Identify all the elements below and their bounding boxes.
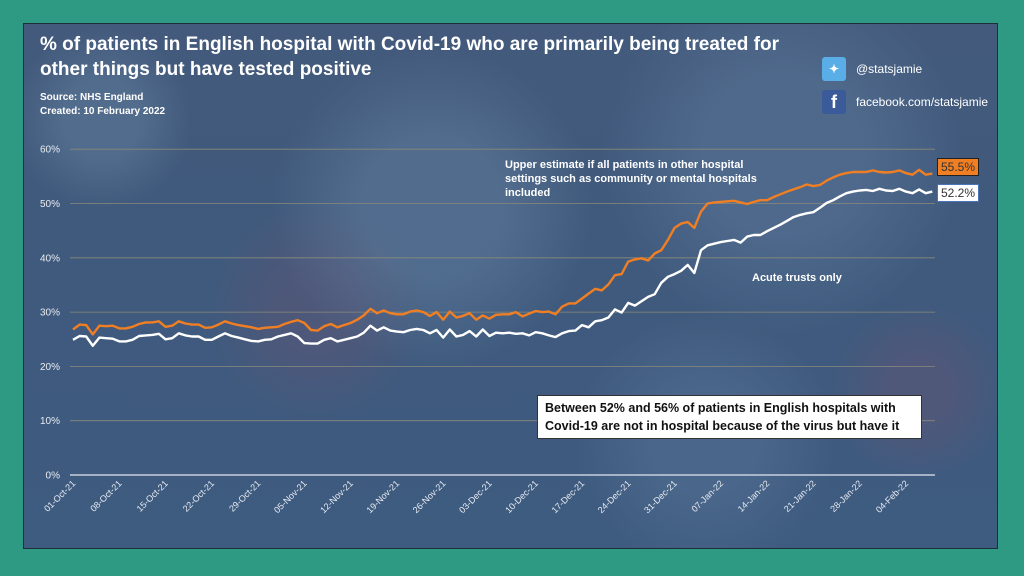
acute-annotation: Acute trusts only bbox=[752, 272, 842, 284]
x-tick-label: 26-Nov-21 bbox=[411, 478, 448, 515]
upper-annotation-line-3: included bbox=[505, 187, 551, 199]
upper-annotation-line-1: Upper estimate if all patients in other … bbox=[505, 159, 744, 171]
y-tick-label: 30% bbox=[40, 308, 60, 319]
upper-estimate-line bbox=[72, 168, 933, 336]
x-tick-label: 24-Dec-21 bbox=[596, 478, 633, 515]
y-tick-label: 40% bbox=[40, 253, 60, 264]
y-tick-label: 10% bbox=[40, 416, 60, 427]
y-tick-label: 20% bbox=[40, 362, 60, 373]
facebook-handle: facebook.com/statsjamie bbox=[856, 95, 989, 109]
x-tick-label: 21-Jan-22 bbox=[782, 478, 818, 514]
chart-title: % of patients in English hospital with C… bbox=[40, 34, 779, 80]
x-tick-label: 22-Oct-21 bbox=[181, 478, 216, 513]
acute-end-label: 52.2% bbox=[937, 184, 980, 202]
x-tick-label: 19-Nov-21 bbox=[365, 478, 402, 515]
x-tick-label: 15-Oct-21 bbox=[135, 478, 170, 513]
upper-end-label: 55.5% bbox=[937, 158, 980, 176]
x-tick-label: 17-Dec-21 bbox=[550, 478, 587, 515]
y-tick-label: 0% bbox=[46, 471, 61, 482]
x-tick-label: 05-Nov-21 bbox=[272, 478, 309, 515]
x-tick-label: 29-Oct-21 bbox=[227, 478, 262, 513]
x-tick-label: 01-Oct-21 bbox=[42, 478, 77, 513]
x-tick-label: 28-Jan-22 bbox=[828, 478, 864, 514]
facebook-icon: f bbox=[822, 90, 846, 114]
acute-trusts-line bbox=[72, 187, 933, 347]
twitter-handle: @statsjamie bbox=[856, 62, 923, 76]
x-tick-label: 31-Dec-21 bbox=[642, 478, 679, 515]
summary-callout: Between 52% and 56% of patients in Engli… bbox=[537, 395, 922, 439]
source-text: Source: NHS England bbox=[40, 92, 144, 103]
upper-estimate-annotation: Upper estimate if all patients in other … bbox=[505, 158, 757, 200]
x-tick-label: 08-Oct-21 bbox=[88, 478, 123, 513]
created-text: Created: 10 February 2022 bbox=[40, 106, 166, 117]
x-tick-label: 07-Jan-22 bbox=[689, 478, 725, 514]
twitter-icon: ✦ bbox=[822, 57, 846, 81]
y-tick-label: 50% bbox=[40, 199, 60, 210]
upper-annotation-line-2: settings such as community or mental hos… bbox=[505, 173, 757, 185]
twitter-link[interactable]: ✦ @statsjamie bbox=[822, 57, 922, 81]
x-tick-label: 10-Dec-21 bbox=[503, 478, 540, 515]
y-tick-label: 60% bbox=[40, 145, 60, 156]
facebook-link[interactable]: f facebook.com/statsjamie bbox=[822, 90, 988, 114]
x-tick-label: 04-Feb-22 bbox=[874, 478, 910, 514]
x-tick-label: 03-Dec-21 bbox=[457, 478, 494, 515]
x-tick-label: 14-Jan-22 bbox=[736, 478, 772, 514]
x-tick-label: 12-Nov-21 bbox=[318, 478, 355, 515]
